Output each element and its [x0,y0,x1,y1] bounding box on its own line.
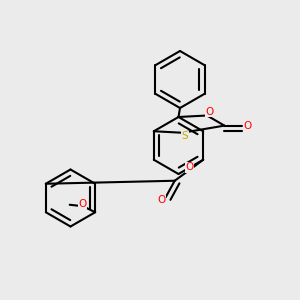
Text: O: O [157,195,165,205]
Text: O: O [244,121,252,130]
Text: O: O [186,162,194,172]
Text: O: O [205,107,214,117]
Text: S: S [182,131,188,141]
Text: O: O [79,199,87,209]
